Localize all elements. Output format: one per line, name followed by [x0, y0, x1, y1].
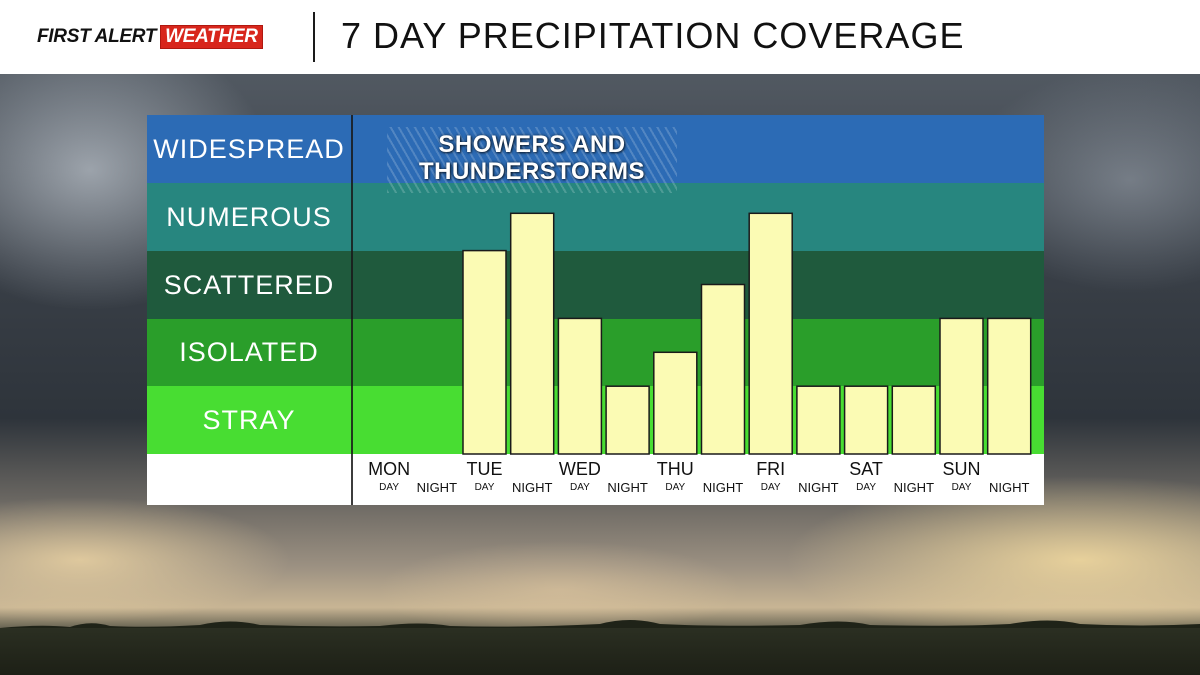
x-sublabel-sun-night: NIGHT: [988, 480, 1030, 495]
x-label-tue: TUE: [466, 459, 503, 479]
showers-thunderstorms-annotation: SHOWERS AND THUNDERSTORMS: [387, 127, 677, 193]
bar-fri-night: [796, 385, 841, 455]
band-label-stray: STRAY: [202, 404, 296, 435]
x-sublabel-sat-day: DAY: [856, 482, 876, 493]
bar-fri-day: [748, 212, 793, 455]
first-alert-weather-logo: FIRST ALERT WEATHER: [37, 25, 263, 49]
x-sublabel-sun-day: DAY: [951, 482, 972, 493]
x-sublabel-tue-night: NIGHT: [511, 480, 553, 495]
x-sublabel-mon-day: DAY: [379, 482, 399, 493]
bars-layer: [462, 212, 1032, 455]
band-widespread: WIDESPREAD: [147, 115, 1044, 183]
x-sublabel-mon-night: NIGHT: [416, 480, 458, 495]
x-sublabel-sat-night: NIGHT: [893, 480, 935, 495]
x-sublabel-thu-day: DAY: [665, 482, 686, 493]
ground-field: [0, 628, 1200, 675]
x-label-sun: SUN: [942, 459, 981, 479]
bar-sat-night: [891, 385, 937, 455]
bar-tue-day: [462, 249, 507, 455]
x-label-wed: WED: [558, 459, 601, 479]
band-label-numerous: NUMEROUS: [166, 201, 332, 232]
x-sublabel-fri-night: NIGHT: [798, 480, 839, 495]
x-label-mon: MON: [368, 459, 411, 479]
band-scattered: SCATTERED: [147, 251, 1044, 319]
x-sublabel-fri-day: DAY: [760, 482, 781, 493]
header-bar: FIRST ALERT WEATHER 7 DAY PRECIPITATION …: [0, 0, 1200, 74]
x-label-fri: FRI: [756, 459, 786, 479]
logo-first-alert-text: FIRST ALERT: [37, 26, 157, 47]
bar-wed-day: [557, 317, 603, 455]
bar-tue-night: [509, 212, 555, 455]
x-sublabel-wed-night: NIGHT: [607, 480, 648, 495]
band-label-scattered: SCATTERED: [163, 269, 335, 300]
bar-sat-day: [843, 385, 889, 455]
band-numerous: NUMEROUS: [147, 183, 1044, 251]
x-sublabel-wed-day: DAY: [569, 482, 590, 493]
page-title: 7 DAY PRECIPITATION COVERAGE: [341, 15, 965, 56]
bar-sun-day: [939, 317, 984, 455]
x-sublabel-tue-day: DAY: [474, 482, 495, 493]
logo-weather-text: WEATHER: [160, 25, 263, 49]
bar-sun-night: [986, 317, 1032, 455]
x-axis-strip: [147, 454, 1044, 505]
bar-thu-day: [653, 351, 698, 455]
bar-thu-night: [700, 283, 746, 455]
x-label-sat: SAT: [849, 459, 883, 479]
precip-coverage-chart: WIDESPREAD NUMEROUS SCATTERED ISOLATED S…: [147, 115, 1044, 505]
band-label-widespread: WIDESPREAD: [153, 133, 345, 164]
bar-wed-night: [605, 385, 650, 455]
header-divider: [313, 12, 315, 62]
x-sublabel-thu-night: NIGHT: [702, 480, 744, 495]
label-column-divider: [351, 115, 353, 505]
band-label-isolated: ISOLATED: [179, 337, 319, 367]
x-label-thu: THU: [656, 459, 694, 479]
